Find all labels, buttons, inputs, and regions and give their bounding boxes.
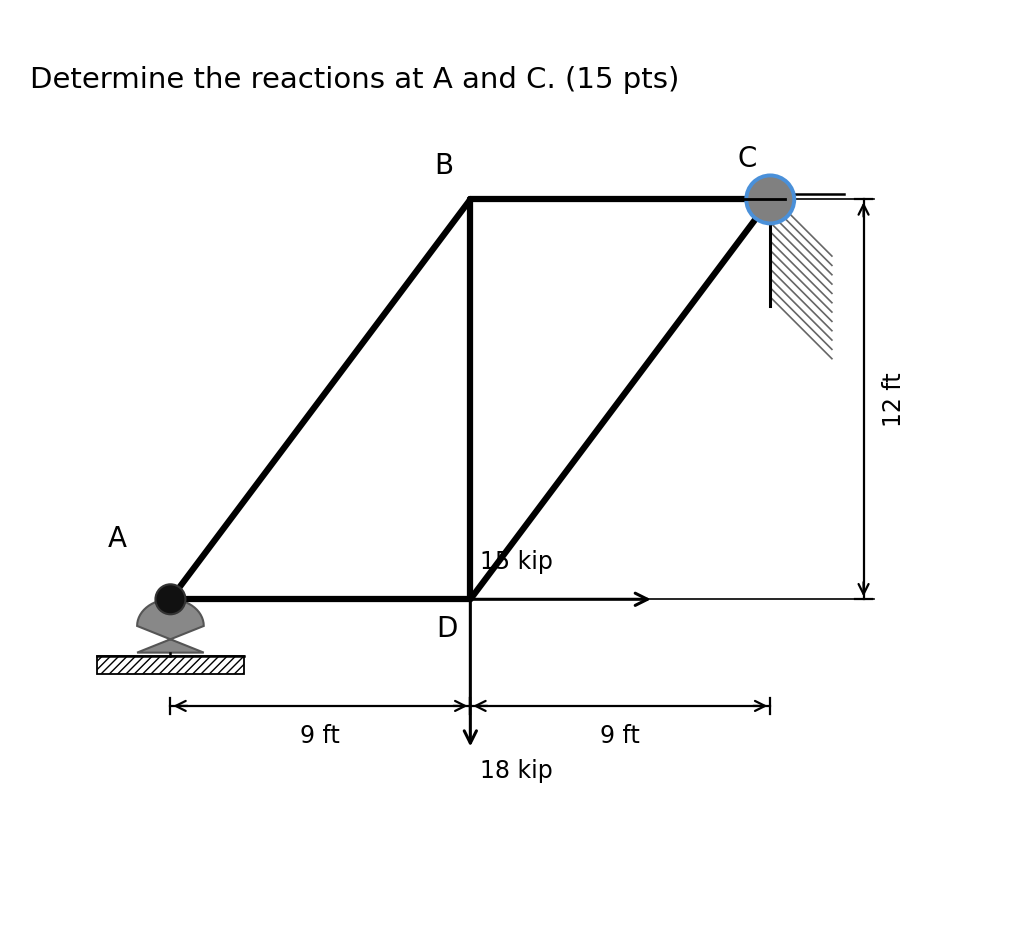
Text: Determine the reactions at A and C. (15 pts): Determine the reactions at A and C. (15 … (31, 66, 680, 94)
Text: 18 kip: 18 kip (480, 760, 553, 783)
Text: C: C (737, 145, 757, 173)
Text: 12 ft: 12 ft (882, 372, 906, 427)
Text: D: D (436, 615, 458, 643)
Bar (97, 656, 244, 674)
Circle shape (746, 175, 795, 224)
Text: 9 ft: 9 ft (600, 724, 640, 748)
Circle shape (156, 584, 185, 614)
Polygon shape (137, 599, 204, 652)
Text: 9 ft: 9 ft (300, 724, 340, 748)
Text: A: A (108, 526, 127, 554)
Text: 15 kip: 15 kip (480, 550, 553, 574)
Text: B: B (434, 152, 454, 180)
